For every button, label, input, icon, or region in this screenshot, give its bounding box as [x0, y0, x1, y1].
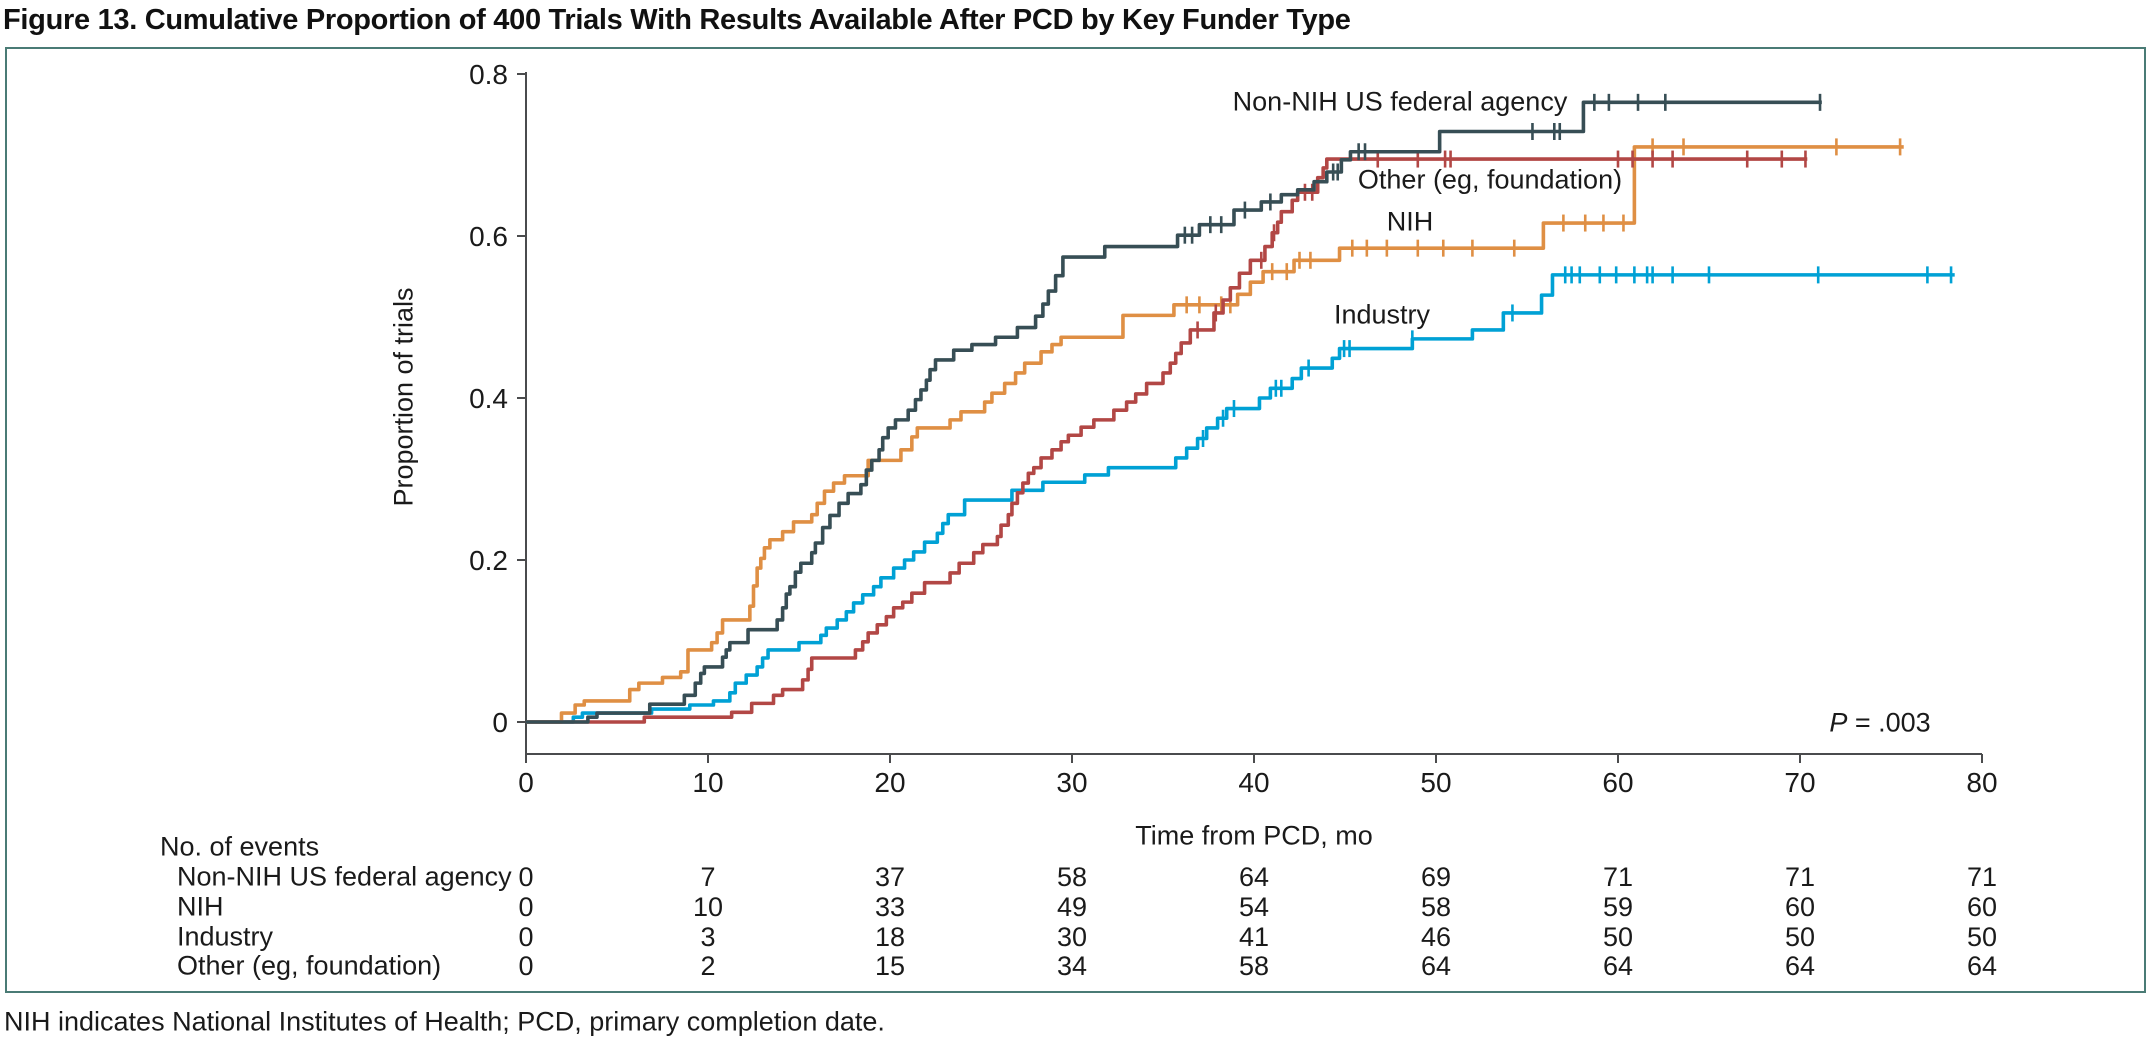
- figure-title: Figure 13. Cumulative Proportion of 400 …: [3, 4, 1351, 36]
- figure-footnote: NIH indicates National Institutes of Hea…: [4, 1006, 885, 1037]
- events-row-label-industry: Industry: [177, 921, 274, 952]
- p-symbol: P: [1829, 707, 1848, 738]
- curve-label-industry: Industry: [1333, 299, 1431, 330]
- events-row-label-non-nih: Non-NIH US federal agency: [177, 861, 512, 892]
- p-value-annotation: P = .003: [1829, 708, 1930, 739]
- plot-panel: [5, 47, 2146, 993]
- curve-label-nih: NIH: [1386, 206, 1434, 237]
- events-table-header: No. of events: [160, 831, 320, 862]
- curve-label-other: Other (eg, foundation): [1357, 164, 1623, 195]
- events-row-label-other: Other (eg, foundation): [177, 950, 442, 981]
- y-axis-label: Proportion of trials: [388, 287, 419, 507]
- events-row-label-nih: NIH: [177, 891, 224, 922]
- p-value-text: = .003: [1847, 707, 1931, 738]
- curve-label-non-nih: Non-NIH US federal agency: [1232, 86, 1568, 117]
- x-axis-label: Time from PCD, mo: [1135, 820, 1373, 851]
